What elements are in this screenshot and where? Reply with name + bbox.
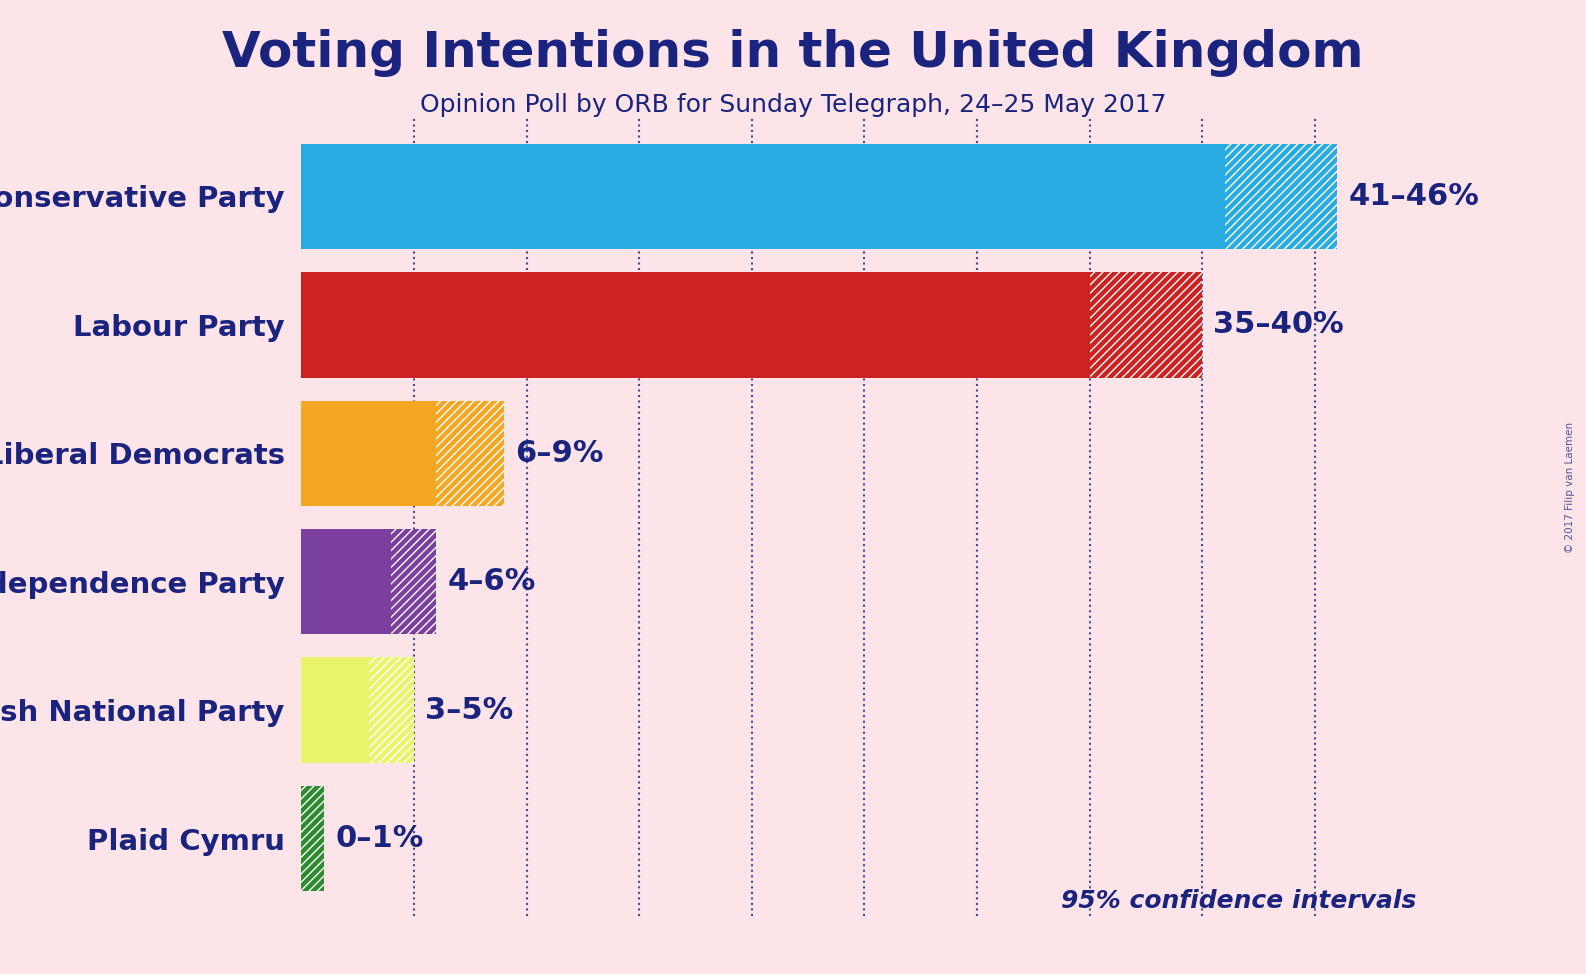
Text: 4–6%: 4–6%: [447, 567, 536, 596]
Bar: [392, 529, 436, 634]
Text: Voting Intentions in the United Kingdom: Voting Intentions in the United Kingdom: [222, 29, 1364, 77]
Bar: [301, 273, 1090, 378]
Text: © 2017 Filip van Laemen: © 2017 Filip van Laemen: [1565, 422, 1575, 552]
Text: 3–5%: 3–5%: [425, 695, 514, 725]
Bar: [1090, 273, 1202, 378]
Bar: [301, 529, 392, 634]
Text: 41–46%: 41–46%: [1348, 182, 1480, 211]
Bar: [301, 786, 324, 891]
Bar: [301, 144, 1224, 249]
Text: 35–40%: 35–40%: [1213, 311, 1345, 339]
Bar: [301, 657, 370, 763]
Bar: [1090, 273, 1202, 378]
Bar: [436, 400, 504, 506]
Text: 6–9%: 6–9%: [515, 439, 604, 468]
Bar: [370, 657, 414, 763]
Bar: [301, 786, 324, 891]
Text: Opinion Poll by ORB for Sunday Telegraph, 24–25 May 2017: Opinion Poll by ORB for Sunday Telegraph…: [420, 93, 1166, 117]
Bar: [1224, 144, 1337, 249]
Bar: [392, 529, 436, 634]
Text: 0–1%: 0–1%: [335, 824, 423, 853]
Text: 95% confidence intervals: 95% confidence intervals: [1061, 889, 1416, 913]
Bar: [370, 657, 414, 763]
Bar: [436, 400, 504, 506]
Bar: [301, 400, 436, 506]
Bar: [1224, 144, 1337, 249]
